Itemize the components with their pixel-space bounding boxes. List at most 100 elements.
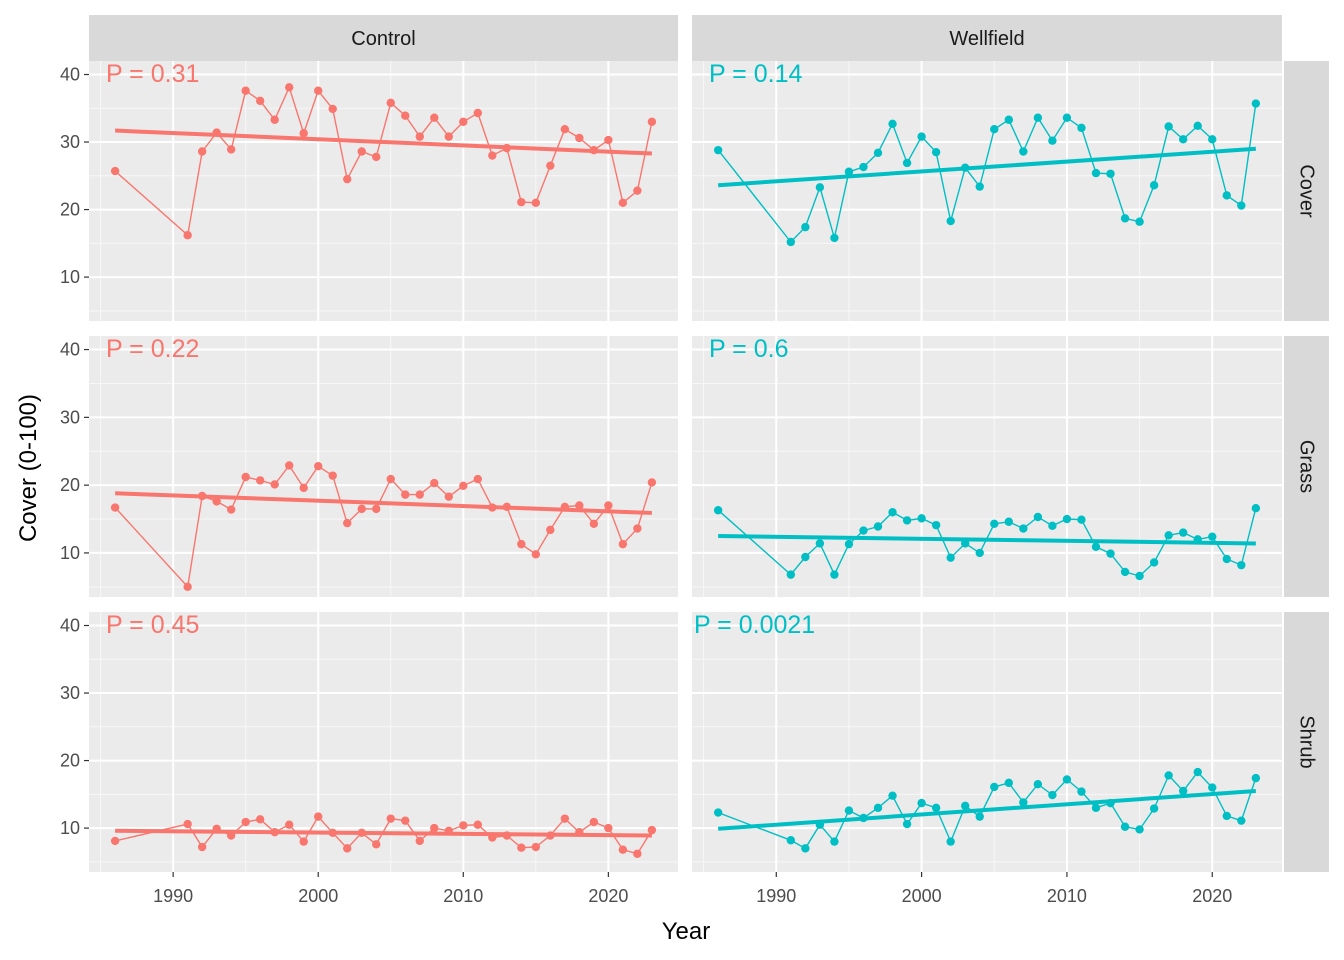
- x-tick-label: 2020: [588, 886, 628, 906]
- data-point: [1237, 201, 1246, 210]
- data-point: [1178, 786, 1188, 796]
- data-point: [226, 145, 236, 154]
- facet-label-wellfield: Wellfield: [949, 28, 1024, 50]
- data-point: [917, 798, 926, 808]
- data-point: [888, 119, 897, 129]
- y-tick-label: 30: [60, 132, 80, 152]
- data-point: [328, 471, 337, 480]
- data-point: [1178, 528, 1188, 537]
- data-point: [1208, 135, 1217, 144]
- data-point: [1237, 560, 1246, 570]
- data-point: [946, 216, 955, 226]
- data-point: [415, 132, 424, 141]
- data-point: [873, 803, 883, 813]
- data-point: [961, 539, 970, 548]
- data-point: [1091, 542, 1101, 552]
- data-point: [830, 233, 839, 243]
- data-point: [604, 823, 613, 833]
- data-point: [299, 837, 308, 846]
- data-point: [1193, 121, 1202, 131]
- data-point: [1048, 521, 1057, 531]
- data-point: [1077, 787, 1086, 796]
- data-point: [299, 129, 308, 138]
- data-point: [633, 524, 642, 533]
- data-point: [1149, 804, 1159, 813]
- data-point: [1062, 113, 1072, 122]
- data-point: [1178, 135, 1188, 144]
- facet-label-shrub: Shrub: [1296, 715, 1318, 768]
- data-point: [444, 492, 453, 501]
- data-point: [372, 504, 381, 514]
- data-point: [917, 514, 926, 523]
- data-point: [859, 162, 868, 172]
- data-point: [1164, 122, 1173, 131]
- facet-strip-grass: [1284, 336, 1329, 597]
- p-value-label: P = 0.6: [709, 335, 788, 363]
- data-point: [285, 461, 294, 470]
- series-line-control-shrub: [114, 815, 653, 855]
- data-point: [844, 806, 854, 815]
- data-point: [801, 222, 810, 232]
- data-point: [713, 808, 723, 817]
- data-point: [314, 461, 323, 471]
- data-point: [473, 108, 482, 118]
- data-point: [502, 831, 512, 840]
- data-point: [197, 842, 207, 852]
- data-point: [270, 827, 279, 837]
- data-point: [226, 831, 236, 840]
- series-line-wellfield-shrub: [717, 771, 1257, 850]
- data-point: [314, 812, 323, 821]
- data-point: [343, 518, 352, 528]
- facet-strip-control: [89, 15, 678, 61]
- data-point: [197, 491, 207, 501]
- data-point: [1164, 531, 1173, 540]
- facet-strip-cover: [1284, 61, 1329, 321]
- data-point: [285, 820, 294, 829]
- data-point: [859, 526, 868, 535]
- data-point: [110, 166, 120, 176]
- data-point: [328, 104, 337, 114]
- data-point: [1062, 514, 1072, 524]
- data-point: [502, 502, 512, 512]
- data-point: [183, 819, 192, 829]
- trend-line-wellfield-shrub: [718, 788, 1256, 831]
- panel-background: [89, 336, 678, 597]
- data-point: [372, 840, 381, 849]
- data-point: [1222, 554, 1231, 564]
- data-point: [372, 152, 381, 162]
- data-point: [888, 508, 897, 517]
- data-point: [241, 817, 250, 827]
- data-point: [255, 476, 265, 485]
- data-point: [633, 186, 642, 195]
- y-tick-label: 10: [60, 267, 80, 287]
- data-point: [328, 828, 337, 838]
- data-point: [110, 503, 120, 512]
- data-point: [1222, 811, 1231, 821]
- data-point: [357, 828, 366, 838]
- data-point: [110, 836, 120, 846]
- y-tick-label: 20: [60, 751, 80, 771]
- data-point: [1019, 147, 1028, 156]
- data-point: [531, 550, 541, 559]
- facet-strip-wellfield: [692, 15, 1282, 61]
- data-point: [270, 115, 279, 124]
- data-point: [1033, 512, 1043, 522]
- series-line-control-cover: [114, 85, 653, 237]
- x-tick-label: 2000: [902, 886, 942, 906]
- data-point: [1251, 773, 1261, 783]
- data-point: [604, 135, 613, 145]
- trend-line-control-cover: [115, 128, 652, 156]
- data-point: [786, 570, 796, 579]
- panel-control-grass: P = 0.22: [106, 335, 657, 592]
- data-point: [546, 161, 555, 170]
- data-point: [430, 113, 439, 122]
- p-value-label: P = 0.22: [106, 335, 199, 363]
- data-point: [1208, 532, 1217, 541]
- x-tick-label: 1990: [756, 886, 796, 906]
- p-value-label: P = 0.31: [106, 60, 199, 88]
- data-point: [990, 782, 999, 792]
- facet-label-grass: Grass: [1296, 440, 1318, 493]
- series-line-wellfield-cover: [717, 103, 1257, 244]
- data-point: [285, 83, 294, 92]
- data-point: [990, 519, 999, 528]
